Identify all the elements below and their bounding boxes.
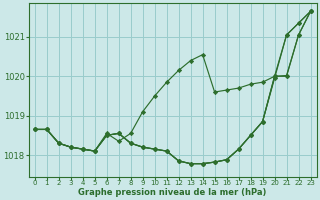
X-axis label: Graphe pression niveau de la mer (hPa): Graphe pression niveau de la mer (hPa) [78,188,267,197]
